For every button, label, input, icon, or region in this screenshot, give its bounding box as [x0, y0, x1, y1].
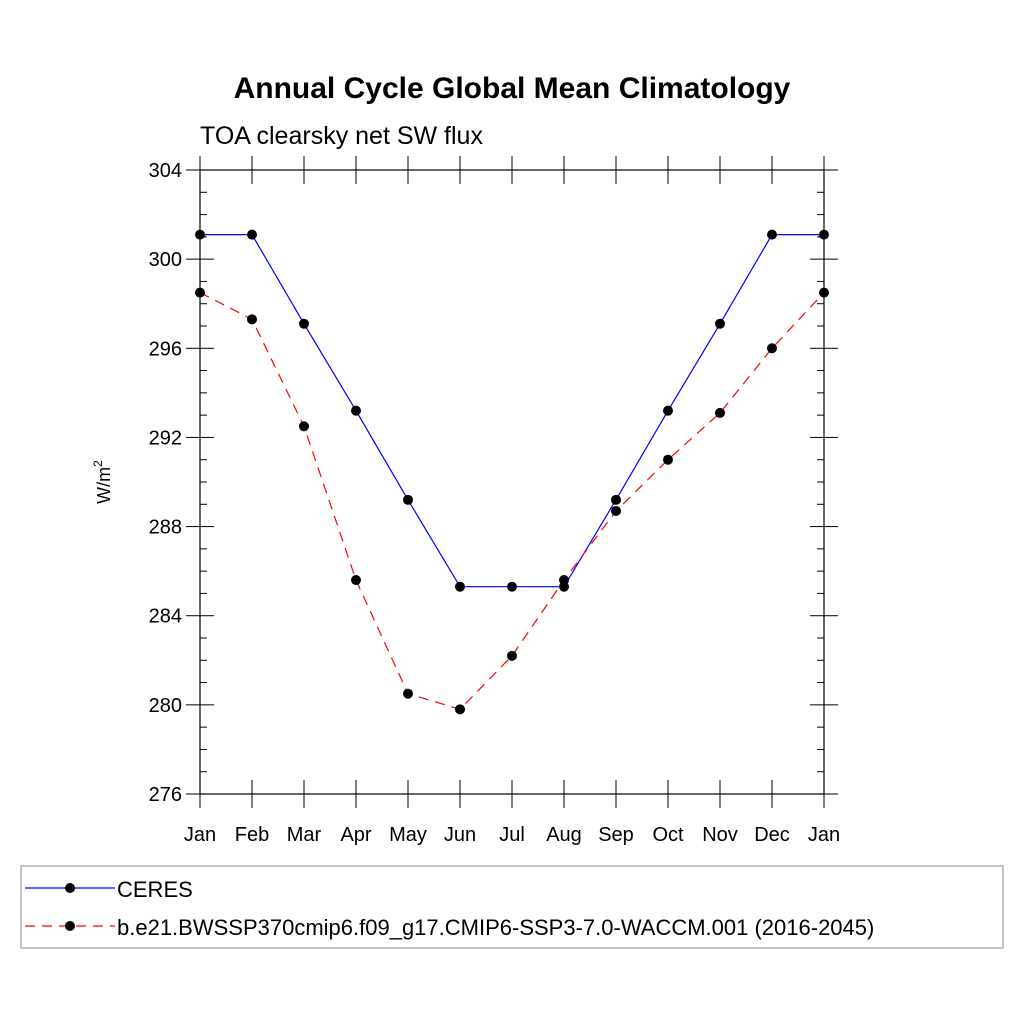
series-1-point: [819, 287, 829, 298]
legend-marker-model: [65, 921, 75, 931]
x-tick-label: Nov: [702, 824, 738, 846]
axis-ticks: [186, 156, 838, 808]
series-1-point: [403, 688, 413, 699]
series-0-point: [403, 494, 413, 505]
chart-title: Annual Cycle Global Mean Climatology: [234, 72, 791, 105]
series-1-point: [299, 421, 309, 432]
y-tick-label: 292: [149, 427, 182, 449]
y-tick-label: 288: [149, 517, 182, 539]
series-0-point: [299, 318, 309, 329]
series-1-point: [611, 505, 621, 516]
x-tick-label: Feb: [235, 824, 269, 846]
legend-label-model: b.e21.BWSSP370cmip6.f09_g17.CMIP6-SSP3-7…: [117, 915, 874, 940]
y-axis-label: W/m2: [91, 460, 114, 504]
series-1-point: [507, 650, 517, 661]
series-0-point: [767, 229, 777, 240]
series-0-point: [247, 229, 257, 240]
series-1-point: [559, 575, 569, 586]
y-tick-labels: 304 300 296 292 288 284 280 276: [149, 160, 182, 806]
x-tick-label: Jun: [444, 824, 476, 846]
plot-frame: [199, 169, 825, 795]
series-line-1: [199, 292, 825, 710]
x-tick-label: May: [389, 824, 427, 846]
x-tick-label: Aug: [546, 824, 582, 846]
legend: CERES b.e21.BWSSP370cmip6.f09_g17.CMIP6-…: [20, 865, 1004, 949]
x-tick-label: Sep: [598, 824, 634, 846]
x-tick-label: Jul: [499, 824, 525, 846]
y-tick-label: 280: [149, 695, 182, 717]
legend-box: [20, 865, 1004, 949]
series-1-point: [767, 343, 777, 354]
series-line-0: [200, 234, 824, 588]
series-0-point: [195, 229, 205, 240]
series-0-point: [663, 405, 673, 416]
x-tick-label: Oct: [652, 824, 684, 846]
series-0-point: [351, 405, 361, 416]
series-0-point: [507, 581, 517, 592]
y-tick-label: 300: [149, 249, 182, 271]
x-tick-label: Jan: [808, 824, 840, 846]
series-1-point: [715, 407, 725, 418]
legend-marker-ceres: [65, 883, 75, 893]
x-tick-label: Jan: [184, 824, 216, 846]
series-0-point: [611, 494, 621, 505]
series-1-point: [663, 454, 673, 465]
y-tick-label: 284: [149, 606, 182, 628]
y-tick-label: 296: [149, 338, 182, 360]
series-0-point: [455, 581, 465, 592]
chart-subtitle: TOA clearsky net SW flux: [200, 122, 483, 150]
y-axis-label-base: W/m: [94, 467, 114, 504]
series-1-point: [195, 287, 205, 298]
series-layer: [195, 229, 829, 715]
series-0-point: [819, 229, 829, 240]
x-tick-label: Dec: [754, 824, 790, 846]
series-0-point: [715, 318, 725, 329]
x-tick-label: Apr: [340, 824, 371, 846]
series-1-point: [247, 314, 257, 325]
y-tick-label: 304: [149, 160, 182, 182]
series-1-point: [351, 575, 361, 586]
x-tick-label: Mar: [287, 824, 322, 846]
x-tick-labels: Jan Feb Mar Apr May Jun Jul Aug Sep Oct Nov Dec Jan: [184, 824, 840, 846]
y-tick-label: 276: [149, 784, 182, 806]
legend-label-ceres: CERES: [117, 877, 193, 902]
y-axis-label-superscript: 2: [91, 460, 105, 467]
series-1-point: [455, 704, 465, 715]
